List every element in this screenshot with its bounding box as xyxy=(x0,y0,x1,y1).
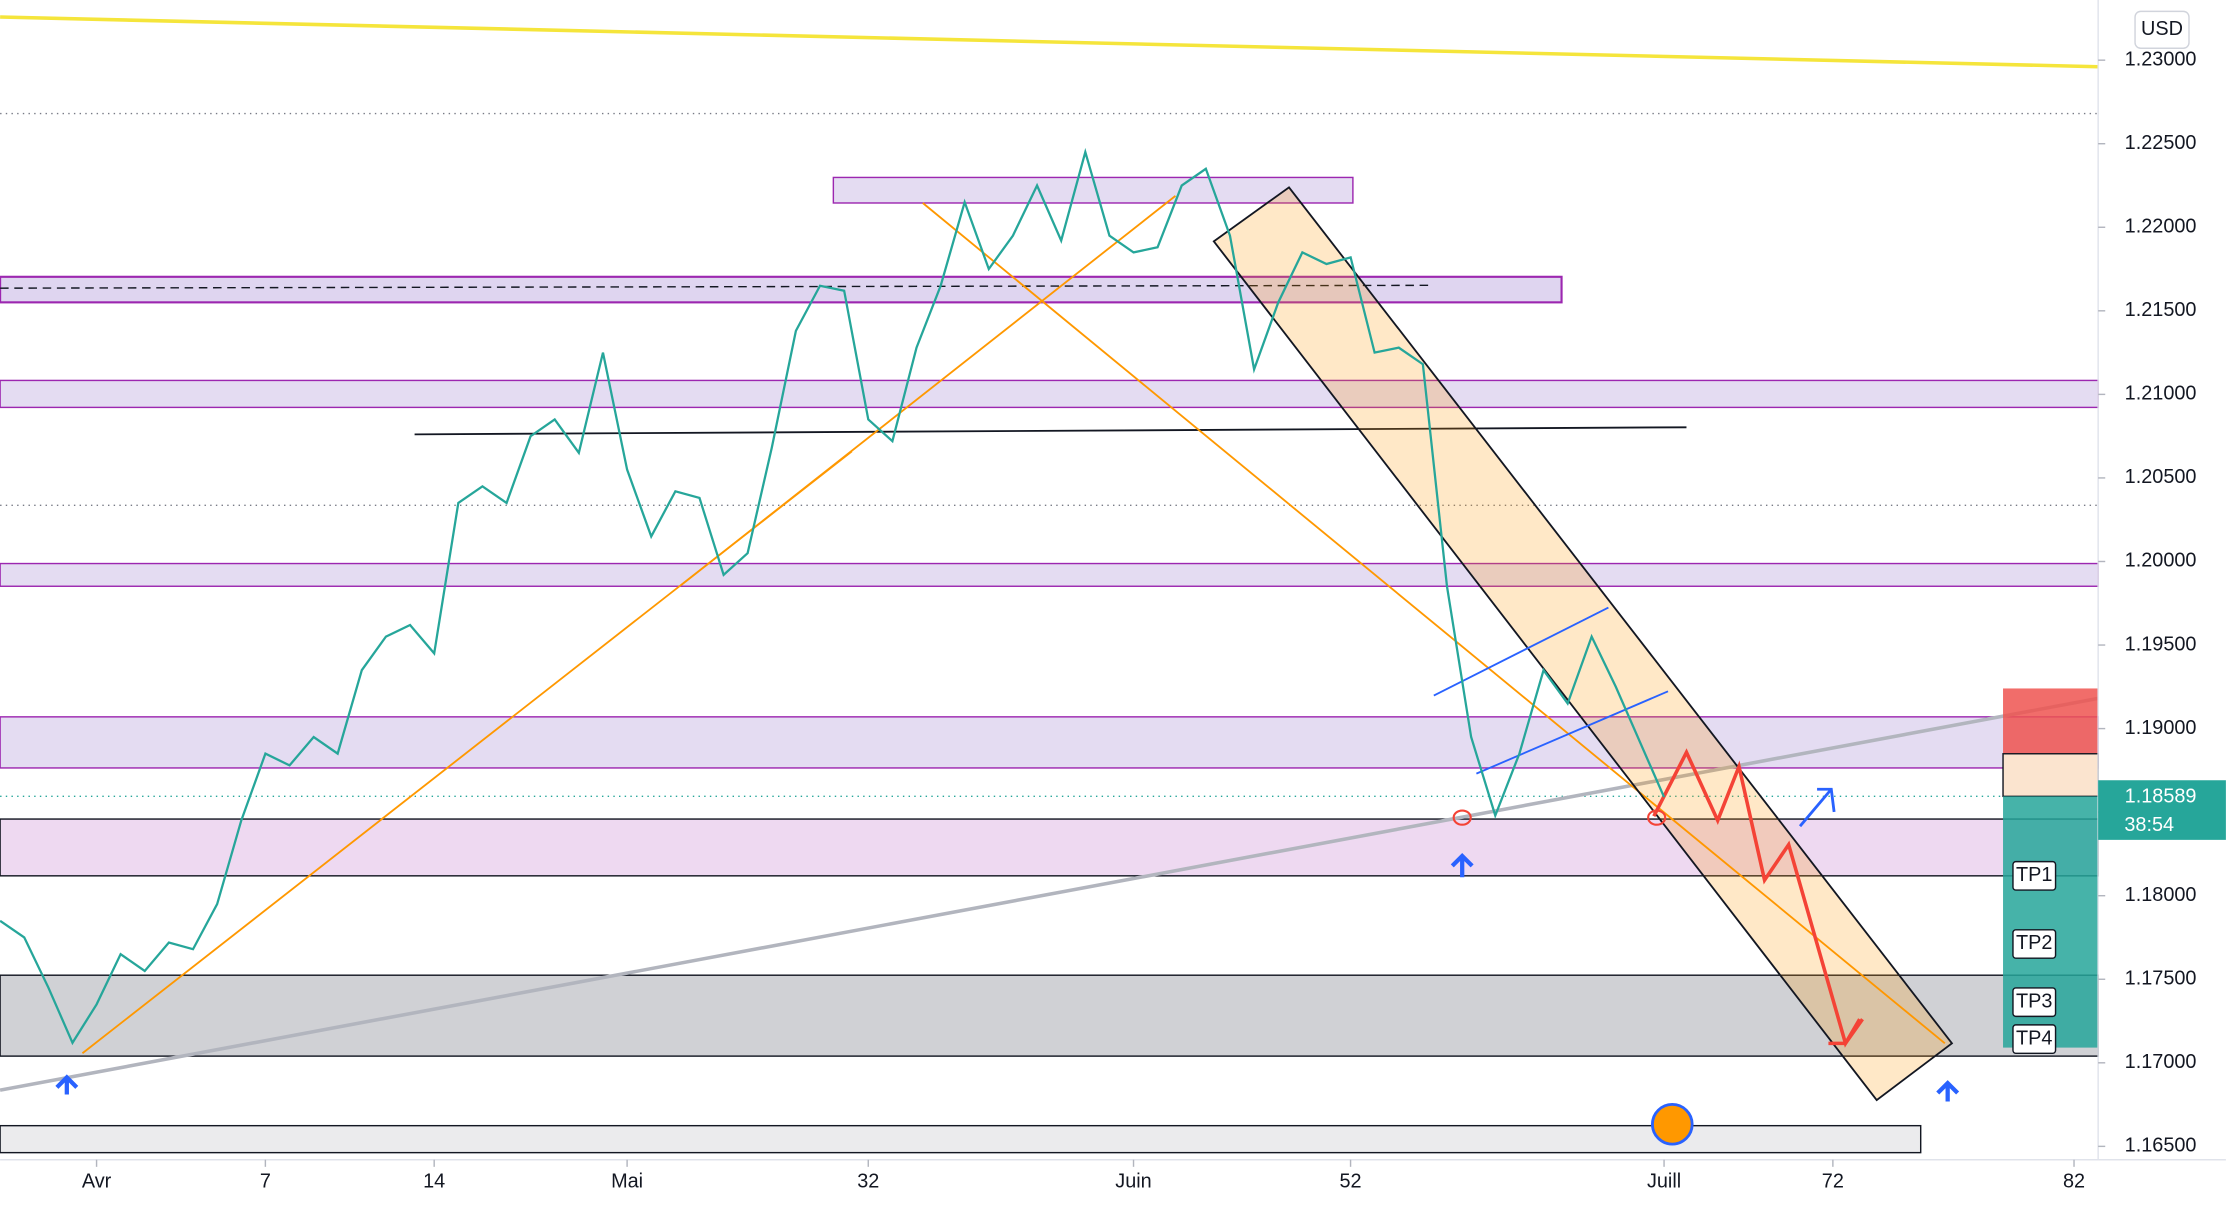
tp-box xyxy=(2012,987,2057,1018)
price-line xyxy=(0,147,1666,1046)
volume-box xyxy=(0,1124,1922,1154)
y-tick-label: 1.21000 xyxy=(2125,383,2197,405)
y-tick-label: 1.22000 xyxy=(2125,216,2197,238)
trend-line xyxy=(680,195,1177,586)
take-profits: TP1 TP2 TP3 TP4 xyxy=(2012,860,2057,1054)
arrow xyxy=(1936,1080,1960,1102)
countdown: 38:54 xyxy=(2124,814,2174,836)
y-tick-label: 1.18000 xyxy=(2125,884,2197,906)
entry-box xyxy=(2002,753,2099,798)
x-tick-label: 32 xyxy=(857,1171,879,1193)
x-tick-label: 14 xyxy=(423,1171,445,1193)
tp-label: TP1 xyxy=(2016,864,2052,886)
trend-line xyxy=(0,696,2099,1092)
channel xyxy=(1212,186,1954,1102)
zone xyxy=(0,716,2099,769)
x-tick-label: 72 xyxy=(1822,1171,1844,1193)
last-price: 1.18589 xyxy=(2125,786,2197,808)
x-tick-label: Juill xyxy=(1647,1171,1681,1193)
tp-box xyxy=(2012,929,2057,959)
x-tick-label: Juin xyxy=(1115,1171,1151,1193)
arrow xyxy=(1450,852,1474,878)
y-tick-label: 1.17500 xyxy=(2125,968,2197,990)
last-price-box xyxy=(2098,780,2226,840)
tp-box xyxy=(2012,1024,2057,1054)
zone xyxy=(0,974,2099,1057)
y-tick-label: 1.23000 xyxy=(2125,48,2197,70)
level-line xyxy=(414,426,1687,436)
x-tick-label: Mai xyxy=(611,1171,643,1193)
y-tick-label: 1.19000 xyxy=(2125,717,2197,739)
y-tick-label: 1.19500 xyxy=(2125,633,2197,655)
currency: USD xyxy=(2141,18,2183,40)
trend-line xyxy=(922,202,1946,1045)
zone xyxy=(0,562,2099,587)
x-tick-label: 52 xyxy=(1340,1171,1362,1193)
y-tick-label: 1.20500 xyxy=(2125,466,2197,488)
x-tick-label: 7 xyxy=(260,1171,271,1193)
y-tick-label: 1.17000 xyxy=(2125,1051,2197,1073)
risk-box xyxy=(2003,688,2099,754)
marker xyxy=(1452,809,1472,826)
marker xyxy=(1647,809,1667,826)
projection xyxy=(1652,748,1862,1048)
y-tick-label: 1.21500 xyxy=(2125,299,2197,321)
zone xyxy=(0,818,2099,877)
x-tick-label: 82 xyxy=(2063,1171,2085,1193)
series-layer xyxy=(0,147,1666,1046)
tp-label: TP4 xyxy=(2016,1027,2052,1049)
y-tick-label: 1.16500 xyxy=(2125,1135,2197,1157)
drawings xyxy=(0,15,2099,1154)
arrow xyxy=(1798,787,1836,828)
channel-line xyxy=(1476,690,1669,775)
zone xyxy=(0,275,1563,304)
tp-label: TP2 xyxy=(2016,932,2052,954)
zone xyxy=(0,379,2099,409)
currency-box xyxy=(2134,10,2190,49)
y-tick-label: 1.22500 xyxy=(2125,132,2197,154)
tp-box xyxy=(2012,860,2057,891)
y-tick-label: 1.20000 xyxy=(2125,550,2197,572)
axes: 1.23000 1.22500 1.22000 1.21500 1.21000 1.205… xyxy=(82,48,2226,1193)
logo xyxy=(1650,1102,1694,1146)
tp-label: TP3 xyxy=(2016,990,2052,1012)
trend-line xyxy=(0,15,2099,69)
dashed-level xyxy=(0,284,1431,289)
arrow xyxy=(55,1074,79,1095)
x-tick-label: Avr xyxy=(82,1171,112,1193)
projection-arrowhead xyxy=(1828,1018,1864,1046)
